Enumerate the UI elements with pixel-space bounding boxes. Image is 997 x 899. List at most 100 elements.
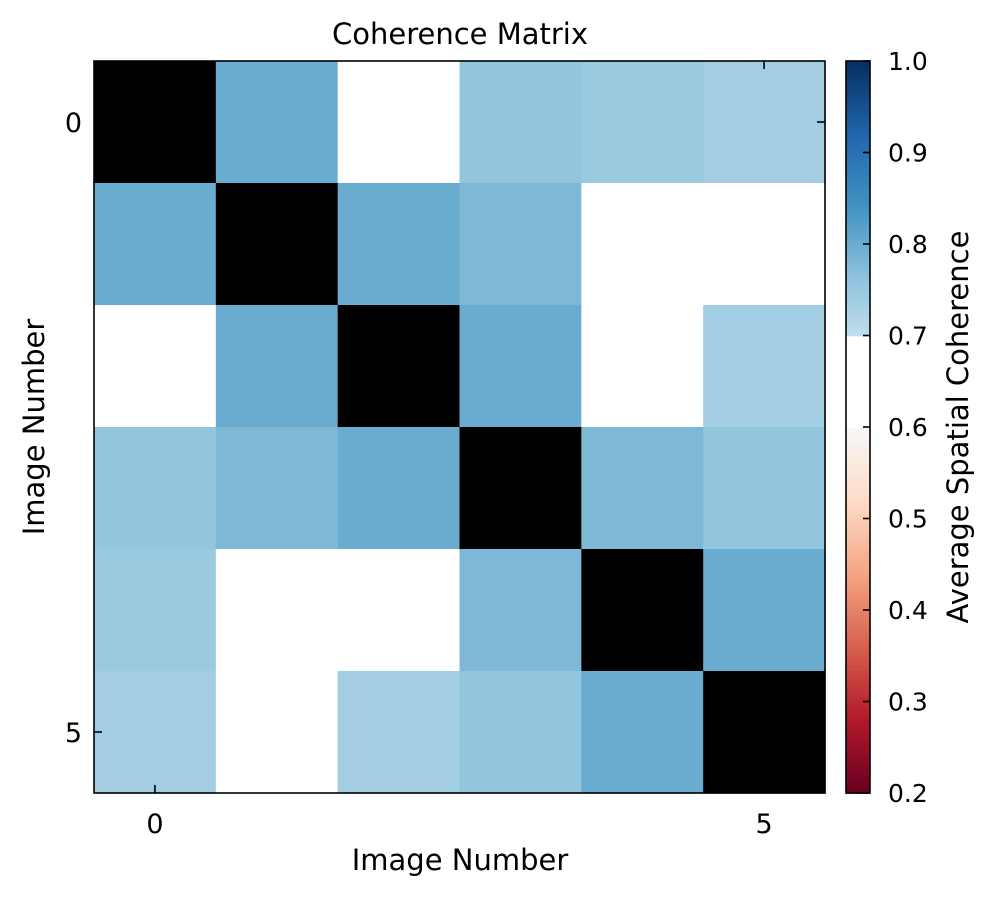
colorbar-segment — [846, 179, 870, 186]
colorbar-segment — [846, 413, 870, 419]
colorbar-segment — [846, 509, 870, 515]
chart-title: Coherence Matrix — [332, 17, 588, 51]
colorbar-label: Average Spatial Coherence — [941, 231, 975, 624]
colorbar-tick-label: 0.3 — [888, 688, 928, 717]
colorbar-segment — [846, 692, 870, 698]
colorbar-segment — [846, 591, 870, 598]
plot-frame — [93, 60, 826, 794]
colorbar-segment — [846, 303, 870, 309]
colorbar-segment — [846, 783, 870, 790]
colorbar-segment — [846, 422, 870, 428]
colorbar-segment — [846, 664, 870, 671]
colorbar-segment — [846, 102, 870, 108]
heatmap-cell-r2-c2 — [337, 305, 461, 428]
colorbar-segment — [846, 134, 870, 140]
colorbar-segment — [846, 646, 870, 652]
colorbar-segment — [846, 600, 870, 607]
colorbar-segment — [846, 651, 870, 657]
colorbar-segment — [846, 372, 870, 378]
colorbar-segment — [846, 340, 870, 346]
colorbar-tick-label: 1.0 — [888, 47, 928, 76]
heatmap-cell-r2-c0 — [94, 305, 217, 428]
colorbar-segment — [846, 532, 870, 538]
colorbar-segment — [846, 367, 870, 373]
colorbar-segment — [846, 504, 870, 511]
colorbar-segment — [846, 614, 870, 620]
colorbar-segment — [846, 728, 870, 735]
heatmap-cell-r4-c3 — [459, 549, 582, 672]
heatmap-cells — [94, 61, 826, 794]
colorbar-segment — [846, 674, 870, 680]
colorbar-segment — [846, 294, 870, 300]
colorbar-segment — [846, 111, 870, 117]
colorbar-segment — [846, 376, 870, 383]
colorbar-segment — [846, 687, 870, 694]
colorbar-segment — [846, 756, 870, 762]
colorbar-segment — [846, 106, 870, 113]
colorbar-tick-label: 0.9 — [888, 139, 928, 168]
colorbar-tick-label: 0.8 — [888, 230, 928, 259]
colorbar-segment — [846, 211, 870, 218]
heatmap-cell-r4-c5 — [703, 549, 826, 672]
colorbar-segment — [846, 619, 870, 625]
colorbar-segment — [846, 317, 870, 323]
colorbar-segment — [846, 97, 870, 103]
colorbar-segment — [846, 541, 870, 547]
colorbar-segment — [846, 536, 870, 543]
colorbar-segment — [846, 678, 870, 684]
colorbar-segment — [846, 65, 870, 71]
heatmap-cell-r4-c4 — [581, 549, 704, 672]
colorbar-segment — [846, 152, 870, 158]
colorbar-segment — [846, 362, 870, 369]
heatmap-cell-r4-c2 — [337, 549, 461, 672]
colorbar-segment — [846, 724, 870, 730]
colorbar-segment — [846, 628, 870, 634]
colorbar-segment — [846, 738, 870, 744]
colorbar-segment — [846, 143, 870, 149]
colorbar-segment — [846, 358, 870, 364]
heatmap-cell-r5-c1 — [215, 671, 339, 794]
colorbar-segment — [846, 239, 870, 245]
colorbar-segment — [846, 513, 870, 520]
colorbar-segment — [846, 486, 870, 492]
colorbar-segment — [846, 573, 870, 579]
colorbar-tick-label: 0.5 — [888, 505, 928, 534]
colorbar-segment — [846, 431, 870, 437]
heatmap-cell-r3-c2 — [337, 427, 461, 550]
heatmap-cell-r4-c0 — [94, 549, 217, 672]
colorbar-segment — [846, 472, 870, 479]
heatmap-cell-r1-c4 — [581, 183, 704, 306]
colorbar-segment — [846, 115, 870, 122]
colorbar-segment — [846, 166, 870, 172]
colorbar-segment — [846, 564, 870, 570]
colorbar-segment — [846, 760, 870, 767]
colorbar-segment — [846, 468, 870, 474]
colorbar-segment — [846, 770, 870, 776]
colorbar-segment — [846, 221, 870, 227]
colorbar-segment — [846, 683, 870, 689]
colorbar-segment — [846, 399, 870, 405]
colorbar-segment — [846, 463, 870, 469]
heatmap-cell-r5-c3 — [459, 671, 582, 794]
colorbar-segment — [846, 308, 870, 314]
heatmap-cell-r1-c2 — [337, 183, 461, 306]
colorbar-segment — [846, 710, 870, 717]
colorbar-segment — [846, 747, 870, 753]
y-tick-label: 5 — [65, 718, 82, 749]
colorbar-segment — [846, 445, 870, 451]
colorbar-segment — [846, 660, 870, 666]
x-axis-label: Image Number — [352, 843, 569, 877]
colorbar-segment — [846, 436, 870, 442]
colorbar-segment — [846, 669, 870, 675]
colorbar-segment — [846, 207, 870, 213]
colorbar-segment — [846, 266, 870, 273]
colorbar-segment — [846, 527, 870, 534]
colorbar-segment — [846, 83, 870, 90]
colorbar-segment — [846, 230, 870, 236]
heatmap-cell-r5-c5 — [703, 671, 826, 794]
heatmap-cell-r2-c4 — [581, 305, 704, 428]
colorbar-tick-label: 0.2 — [888, 779, 928, 808]
colorbar-segment — [846, 696, 870, 703]
colorbar-segment — [846, 454, 870, 460]
